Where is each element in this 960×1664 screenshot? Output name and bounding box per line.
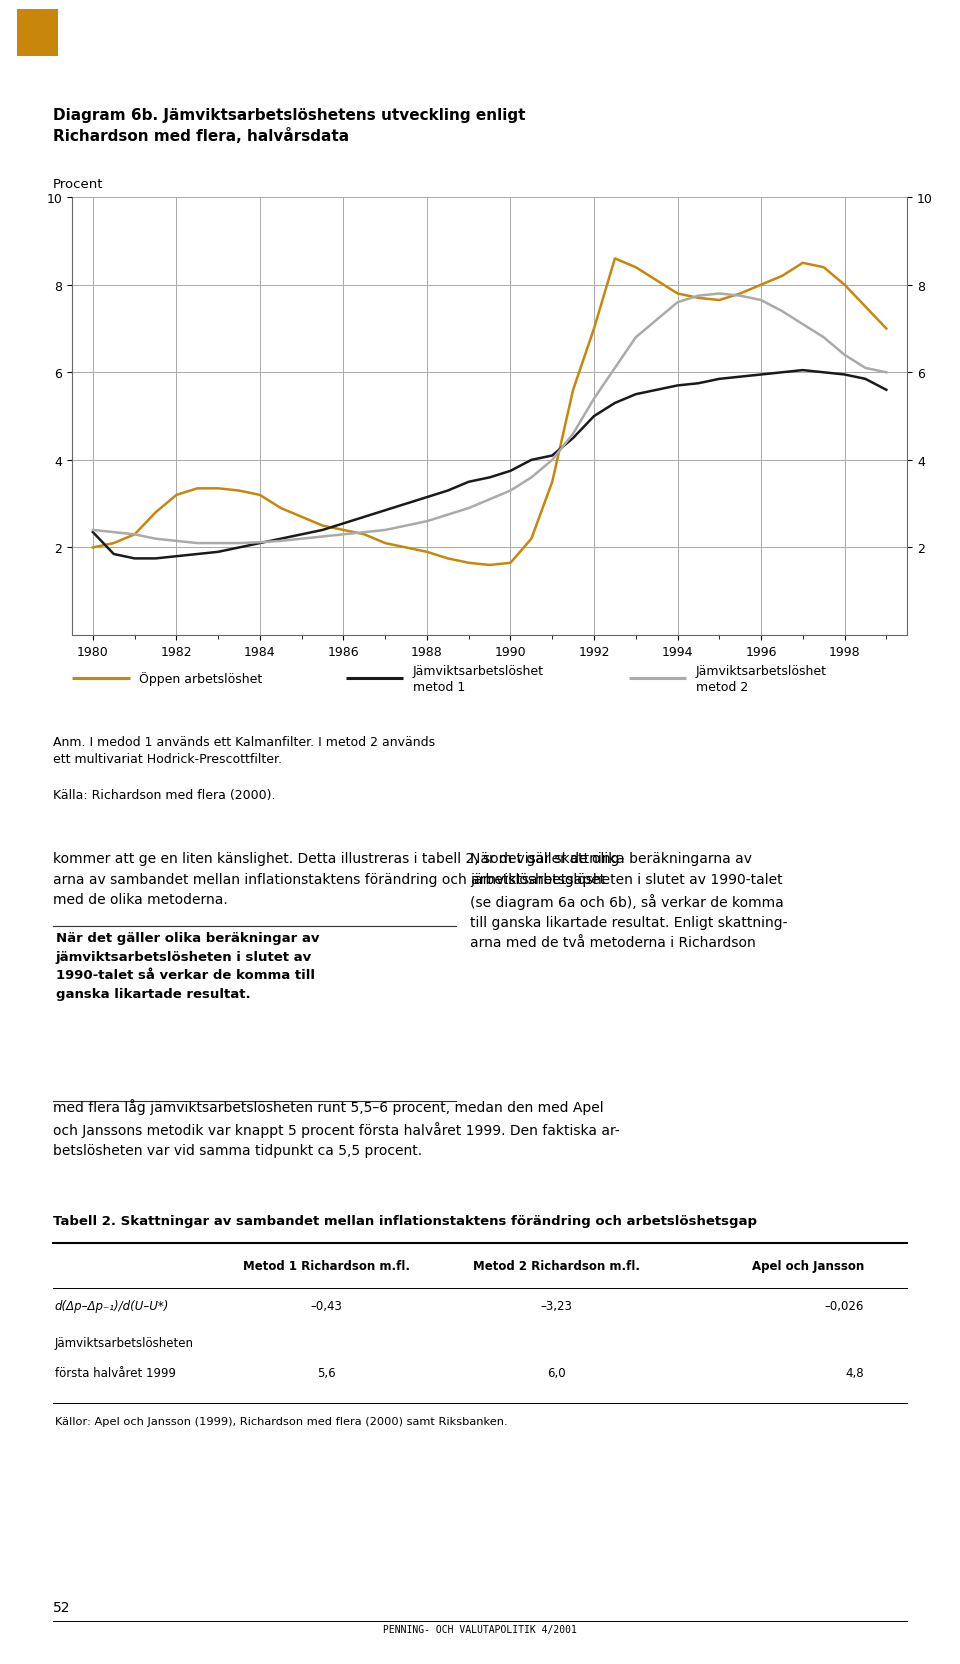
Text: d(Δp–Δp₋₁)/d(U–U*): d(Δp–Δp₋₁)/d(U–U*) [55,1300,169,1313]
Text: När det gäller olika beräkningar av
jämviktsarbetslösheten i slutet av
1990-tale: När det gäller olika beräkningar av jämv… [56,932,319,1000]
Text: 6,0: 6,0 [547,1366,566,1379]
Text: –0,026: –0,026 [825,1300,864,1313]
Text: Metod 1 Richardson m.fl.: Metod 1 Richardson m.fl. [243,1260,410,1273]
Text: Anm. I medod 1 används ett Kalmanfilter. I metod 2 används
ett multivariat Hodri: Anm. I medod 1 används ett Kalmanfilter.… [53,735,435,765]
Text: Jämviktsarbetslöshet
metod 2: Jämviktsarbetslöshet metod 2 [696,664,827,694]
Text: Metod 2 Richardson m.fl.: Metod 2 Richardson m.fl. [473,1260,640,1273]
Text: 4,8: 4,8 [846,1366,864,1379]
Text: 52: 52 [53,1601,70,1614]
Text: Öppen arbetslöshet: Öppen arbetslöshet [139,672,262,686]
Text: Källa: Richardson med flera (2000).: Källa: Richardson med flera (2000). [53,789,276,802]
Text: PENNING- OCH VALUTAPOLITIK 4/2001: PENNING- OCH VALUTAPOLITIK 4/2001 [383,1624,577,1634]
Text: med flera låg jämviktsarbetslösheten runt 5,5–6 procent, medan den med Apel
och : med flera låg jämviktsarbetslösheten run… [53,1098,619,1156]
Text: kommer att ge en liten känslighet. Detta illustreras i tabell 2, som visar skatt: kommer att ge en liten känslighet. Detta… [53,852,624,905]
Text: –0,43: –0,43 [310,1300,343,1313]
Text: 5,6: 5,6 [317,1366,336,1379]
Text: Jämviktsarbetslöshet
metod 1: Jämviktsarbetslöshet metod 1 [413,664,543,694]
Text: Källor: Apel och Jansson (1999), Richardson med flera (2000) samt Riksbanken.: Källor: Apel och Jansson (1999), Richard… [55,1416,507,1426]
Text: Procent: Procent [53,178,104,191]
Text: När det gäller de olika beräkningarna av
jämviktsarbetslösheten i slutet av 1990: När det gäller de olika beräkningarna av… [470,852,788,948]
Text: första halvåret 1999: första halvåret 1999 [55,1366,176,1379]
Text: Jämviktsarbetslösheten: Jämviktsarbetslösheten [55,1336,194,1350]
Text: Apel och Jansson: Apel och Jansson [752,1260,864,1273]
Text: Diagram 6b. Jämviktsarbetslöshetens utveckling enligt
Richardson med flera, halv: Diagram 6b. Jämviktsarbetslöshetens utve… [53,108,525,145]
Text: –3,23: –3,23 [540,1300,573,1313]
Text: Tabell 2. Skattningar av sambandet mellan inflationstaktens förändring och arbet: Tabell 2. Skattningar av sambandet mella… [53,1215,756,1228]
